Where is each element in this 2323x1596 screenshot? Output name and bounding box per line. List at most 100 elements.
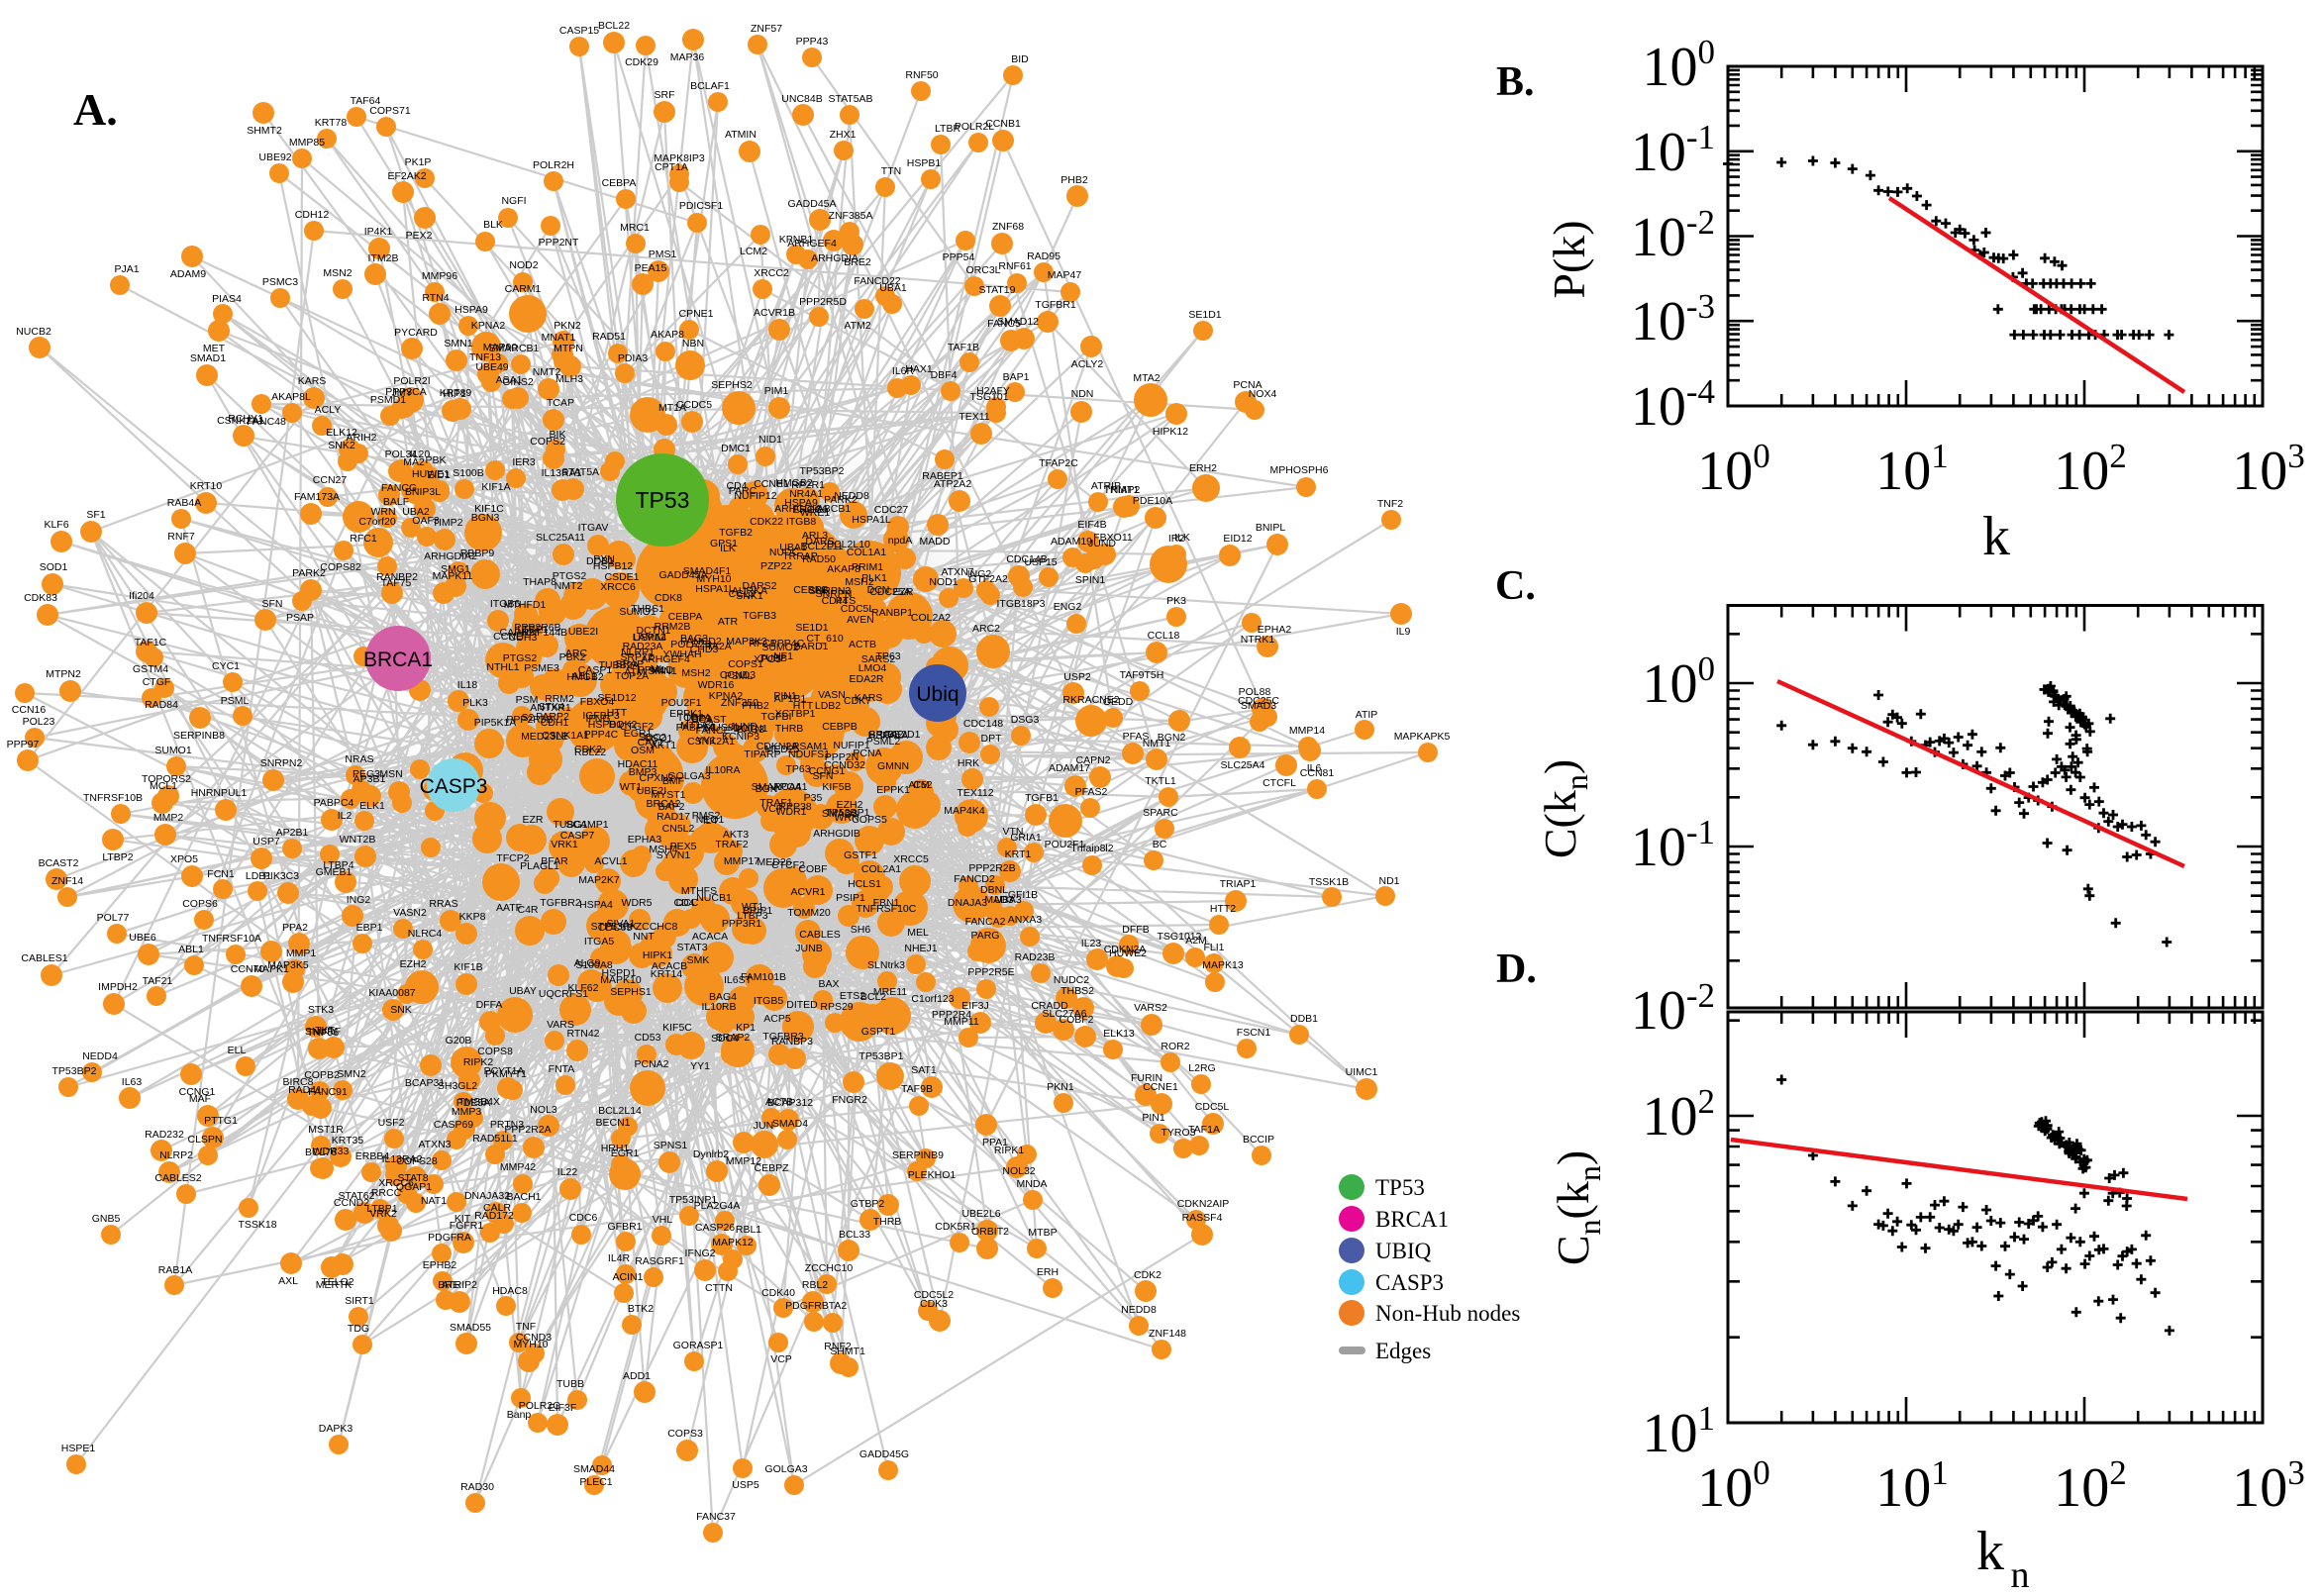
svg-text:WDR5: WDR5 (622, 897, 653, 909)
svg-text:SOD1: SOD1 (40, 561, 68, 573)
svg-text:BIRC8: BIRC8 (283, 1076, 314, 1088)
svg-text:PSME3: PSME3 (524, 662, 559, 674)
svg-text:FBXO4: FBXO4 (580, 696, 615, 708)
svg-text:P35: P35 (804, 792, 823, 804)
svg-text:HSPB12: HSPB12 (593, 560, 633, 572)
svg-text:CDK40: CDK40 (761, 1287, 795, 1299)
svg-text:STAT62: STAT62 (339, 1190, 375, 1202)
svg-text:ADAM9: ADAM9 (170, 268, 206, 280)
svg-text:PCNA: PCNA (1233, 379, 1262, 391)
svg-text:100: 100 (1697, 1453, 1770, 1519)
svg-text:SFN: SFN (813, 770, 834, 782)
svg-text:DBNL: DBNL (980, 884, 1008, 896)
svg-text:SMAD55: SMAD55 (450, 1322, 491, 1334)
svg-text:KRT35: KRT35 (332, 1135, 364, 1147)
svg-text:RBL22: RBL22 (574, 747, 606, 758)
svg-text:ARHGDIA: ARHGDIA (774, 503, 822, 515)
svg-text:PCNA2: PCNA2 (634, 1058, 668, 1070)
svg-text:CASP7: CASP7 (560, 830, 595, 842)
svg-text:KLF6: KLF6 (44, 519, 68, 531)
svg-text:STAT19: STAT19 (979, 284, 1016, 296)
svg-text:JMY: JMY (392, 387, 413, 399)
svg-text:SRF: SRF (655, 89, 675, 101)
svg-text:103: 103 (2232, 437, 2305, 502)
svg-text:DNAJA32: DNAJA32 (464, 1190, 510, 1202)
svg-text:GSTF1: GSTF1 (844, 849, 877, 861)
svg-text:TNFRSF10C: TNFRSF10C (857, 903, 917, 915)
svg-text:MYST1: MYST1 (651, 789, 685, 801)
svg-text:STAT8: STAT8 (397, 1172, 428, 1184)
svg-text:NLRC4: NLRC4 (408, 928, 443, 940)
svg-text:ORBIT2: ORBIT2 (971, 1226, 1009, 1238)
svg-text:KRT14: KRT14 (651, 968, 683, 980)
svg-text:ATM: ATM (624, 666, 645, 678)
svg-text:NHEJ1: NHEJ1 (904, 943, 937, 954)
svg-text:THAP8: THAP8 (523, 576, 556, 588)
svg-text:TRAF2: TRAF2 (715, 839, 748, 850)
svg-text:MLH3: MLH3 (556, 373, 583, 385)
svg-text:ITGB5: ITGB5 (754, 995, 784, 1007)
svg-text:TA2: TA2 (829, 1300, 848, 1312)
svg-text:ARIH2: ARIH2 (347, 432, 377, 444)
svg-text:MTBP: MTBP (1028, 1227, 1057, 1239)
svg-text:GPS1: GPS1 (710, 538, 738, 549)
svg-text:EZR: EZR (523, 814, 544, 826)
svg-text:PDICSF1: PDICSF1 (679, 200, 724, 212)
svg-text:CCNG1: CCNG1 (179, 1086, 216, 1098)
svg-text:RPP38: RPP38 (778, 801, 811, 813)
svg-text:FANC5: FANC5 (987, 318, 1021, 330)
svg-text:MED25: MED25 (764, 744, 799, 755)
svg-text:MAP4K4: MAP4K4 (944, 805, 985, 817)
svg-text:POL88: POL88 (1239, 686, 1271, 698)
svg-text:CTTN: CTTN (705, 1282, 733, 1294)
svg-text:BRE2: BRE2 (844, 256, 871, 268)
svg-text:NUDC2: NUDC2 (1054, 974, 1089, 986)
svg-text:GADD45G: GADD45G (859, 1448, 909, 1460)
svg-text:MSH2: MSH2 (845, 576, 873, 588)
svg-text:UBA3: UBA3 (994, 894, 1022, 906)
svg-text:TNFRSF10A: TNFRSF10A (202, 933, 261, 945)
svg-text:PCNA: PCNA (853, 748, 881, 759)
svg-text:KRT1: KRT1 (1005, 848, 1032, 860)
svg-text:RAD23B: RAD23B (1015, 951, 1056, 963)
svg-text:CDC5L2: CDC5L2 (914, 1289, 954, 1301)
svg-text:BGN2: BGN2 (1158, 732, 1186, 744)
svg-text:UBE49: UBE49 (475, 361, 508, 373)
svg-text:LTBP2: LTBP2 (102, 851, 133, 863)
svg-text:SMN2: SMN2 (337, 1068, 365, 1080)
svg-text:ADAM19: ADAM19 (1051, 536, 1092, 548)
svg-text:DCTN1: DCTN1 (733, 723, 767, 735)
svg-text:SYVN1: SYVN1 (656, 849, 691, 861)
svg-text:ATMIN: ATMIN (725, 129, 757, 141)
svg-text:NDN: NDN (1071, 388, 1094, 400)
svg-text:RAD23A: RAD23A (623, 641, 663, 652)
svg-text:Banp: Banp (507, 1409, 532, 1421)
svg-text:CCN16: CCN16 (12, 704, 47, 716)
svg-text:TSG101: TSG101 (969, 391, 1008, 403)
svg-text:GORASP1: GORASP1 (673, 1340, 724, 1351)
svg-text:HAX1: HAX1 (905, 363, 933, 375)
svg-text:SUMO1: SUMO1 (619, 606, 656, 618)
svg-text:TSSK18: TSSK18 (238, 1219, 276, 1231)
svg-text:CCDC5: CCDC5 (676, 399, 712, 411)
svg-text:STK4: STK4 (539, 701, 564, 713)
svg-text:IL9: IL9 (1396, 626, 1411, 638)
svg-text:CD4: CD4 (673, 897, 694, 909)
svg-text:k: k (1982, 506, 2010, 567)
svg-text:CDC5L: CDC5L (1195, 1101, 1230, 1113)
svg-text:RIPK1: RIPK1 (994, 1145, 1025, 1156)
svg-text:ABL1: ABL1 (178, 944, 204, 955)
svg-text:UBA1: UBA1 (779, 542, 807, 553)
svg-text:MMP2: MMP2 (153, 812, 183, 824)
svg-text:GFI1B: GFI1B (1008, 889, 1038, 901)
svg-text:EGR1: EGR1 (611, 1147, 640, 1159)
svg-text:RABEP1: RABEP1 (922, 470, 963, 482)
svg-text:YY1: YY1 (696, 735, 716, 747)
svg-text:DPT: DPT (981, 733, 1003, 745)
svg-text:TP53: TP53 (636, 487, 690, 513)
svg-text:EZR: EZR (893, 586, 914, 598)
svg-text:LDB2: LDB2 (815, 700, 841, 712)
svg-text:PPP2R4: PPP2R4 (932, 1009, 971, 1021)
svg-text:PLA2G4A: PLA2G4A (694, 1200, 741, 1212)
svg-text:USP2: USP2 (1063, 671, 1091, 683)
